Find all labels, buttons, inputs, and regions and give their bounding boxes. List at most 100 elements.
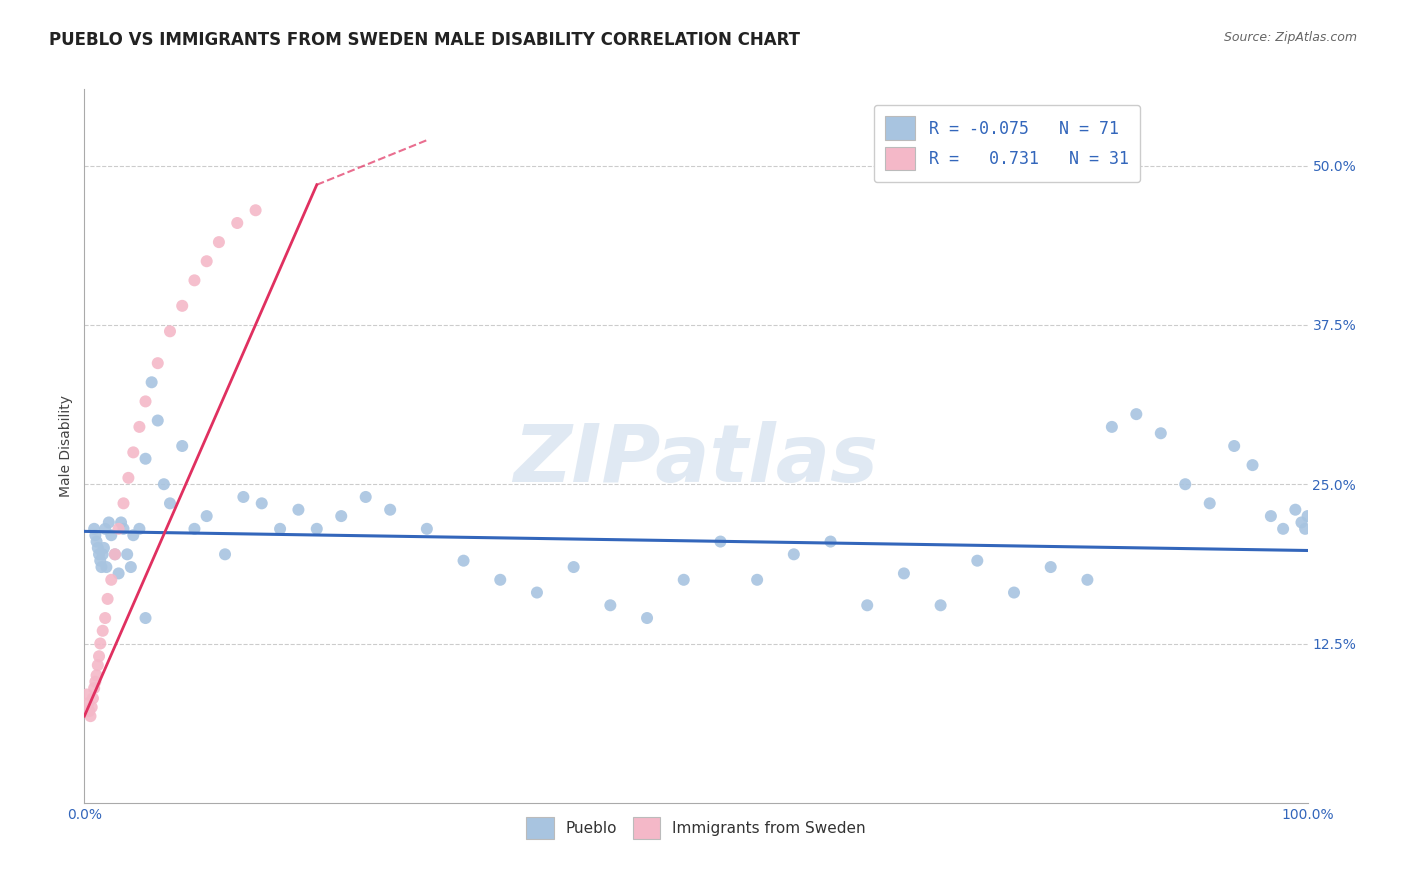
- Point: [135, 394, 157, 409]
- Point: [1260, 509, 1282, 524]
- Point: [1198, 496, 1220, 510]
- Point: [86, 668, 108, 682]
- Point: [87, 649, 110, 664]
- Point: [929, 599, 952, 613]
- Point: [172, 299, 194, 313]
- Point: [135, 611, 157, 625]
- Point: [77, 704, 100, 718]
- Point: [1296, 509, 1319, 524]
- Point: [84, 674, 107, 689]
- Point: [636, 611, 658, 625]
- Point: [79, 709, 101, 723]
- Point: [141, 376, 163, 390]
- Point: [159, 324, 181, 338]
- Point: [87, 658, 110, 673]
- Point: [104, 547, 127, 561]
- Point: [245, 203, 267, 218]
- Point: [1101, 420, 1123, 434]
- Point: [1002, 585, 1025, 599]
- Point: [100, 528, 122, 542]
- Text: ZIPatlas: ZIPatlas: [513, 421, 879, 500]
- Point: [287, 502, 309, 516]
- Point: [107, 566, 129, 581]
- Point: [159, 496, 181, 510]
- Point: [77, 697, 100, 711]
- Point: [104, 547, 127, 561]
- Point: [672, 573, 695, 587]
- Point: [93, 541, 115, 555]
- Point: [115, 547, 138, 561]
- Point: [91, 624, 114, 638]
- Point: [208, 235, 231, 249]
- Text: PUEBLO VS IMMIGRANTS FROM SWEDEN MALE DISABILITY CORRELATION CHART: PUEBLO VS IMMIGRANTS FROM SWEDEN MALE DI…: [49, 31, 800, 49]
- Point: [269, 522, 291, 536]
- Point: [117, 471, 139, 485]
- Point: [195, 509, 218, 524]
- Point: [1291, 516, 1313, 530]
- Point: [87, 541, 110, 555]
- Point: [1150, 426, 1173, 441]
- Point: [354, 490, 377, 504]
- Point: [97, 591, 120, 606]
- Point: [562, 560, 585, 574]
- Point: [1223, 439, 1246, 453]
- Point: [183, 273, 205, 287]
- Point: [1272, 522, 1295, 536]
- Point: [195, 254, 218, 268]
- Point: [82, 691, 104, 706]
- Point: [172, 439, 194, 453]
- Point: [380, 502, 402, 516]
- Point: [91, 547, 114, 561]
- Point: [214, 547, 236, 561]
- Point: [128, 522, 150, 536]
- Point: [100, 573, 122, 587]
- Point: [453, 554, 475, 568]
- Point: [1294, 522, 1316, 536]
- Point: [146, 413, 169, 427]
- Point: [128, 420, 150, 434]
- Point: [856, 599, 879, 613]
- Point: [250, 496, 273, 510]
- Point: [747, 573, 769, 587]
- Point: [1284, 502, 1306, 516]
- Y-axis label: Male Disability: Male Disability: [59, 395, 73, 497]
- Point: [1076, 573, 1098, 587]
- Legend: Pueblo, Immigrants from Sweden: Pueblo, Immigrants from Sweden: [520, 811, 872, 845]
- Point: [89, 636, 111, 650]
- Point: [820, 534, 842, 549]
- Point: [80, 700, 103, 714]
- Point: [90, 560, 112, 574]
- Point: [1125, 407, 1147, 421]
- Point: [94, 522, 117, 536]
- Point: [526, 585, 548, 599]
- Point: [709, 534, 731, 549]
- Point: [112, 522, 135, 536]
- Point: [966, 554, 988, 568]
- Point: [416, 522, 439, 536]
- Point: [84, 528, 107, 542]
- Point: [1039, 560, 1062, 574]
- Point: [86, 534, 108, 549]
- Point: [893, 566, 915, 581]
- Point: [107, 522, 129, 536]
- Point: [122, 528, 145, 542]
- Point: [110, 516, 132, 530]
- Point: [122, 445, 145, 459]
- Point: [1174, 477, 1197, 491]
- Point: [83, 681, 105, 695]
- Point: [120, 560, 142, 574]
- Point: [87, 547, 110, 561]
- Point: [135, 451, 157, 466]
- Point: [89, 554, 111, 568]
- Point: [76, 688, 98, 702]
- Point: [146, 356, 169, 370]
- Text: Source: ZipAtlas.com: Source: ZipAtlas.com: [1223, 31, 1357, 45]
- Point: [226, 216, 249, 230]
- Point: [599, 599, 621, 613]
- Point: [305, 522, 328, 536]
- Point: [232, 490, 254, 504]
- Point: [96, 560, 118, 574]
- Point: [112, 496, 135, 510]
- Point: [183, 522, 205, 536]
- Point: [97, 516, 120, 530]
